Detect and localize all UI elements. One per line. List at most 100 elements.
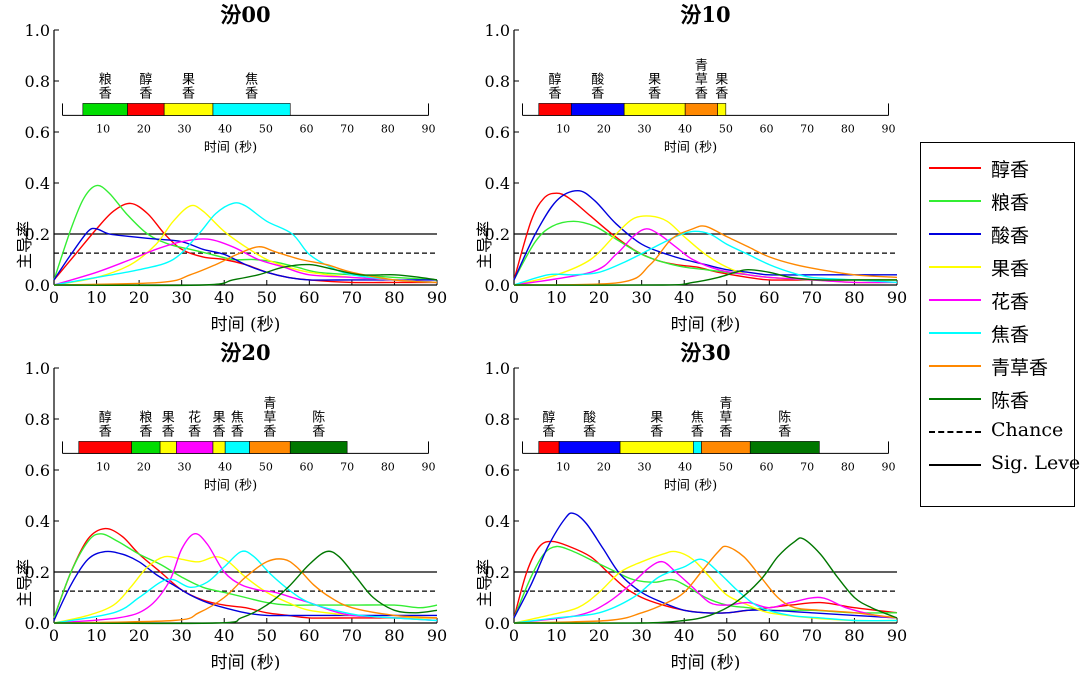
dominant-band (701, 441, 751, 454)
band-label: 果香 (213, 410, 226, 439)
x-tick-label: 30 (171, 288, 191, 307)
band-tick-label: 80 (841, 122, 855, 135)
y-tick-label: 0.2 (25, 563, 50, 582)
x-tick-label: 20 (589, 288, 609, 307)
x-tick-label: 70 (802, 288, 822, 307)
band-label: 青草香 (263, 396, 276, 439)
chart-title: 汾00 (220, 2, 270, 27)
x-tick-label: 10 (86, 288, 106, 307)
band-tick-label: 60 (299, 460, 313, 473)
dominant-band (538, 103, 572, 116)
band-tick-label: 40 (678, 460, 692, 473)
legend-label: 粮香 (991, 192, 1030, 214)
band-tick-label: 40 (218, 460, 232, 473)
series-line (513, 560, 898, 624)
y-tick-label: 1.0 (485, 359, 510, 378)
y-axis-label: 主导率 (15, 221, 34, 269)
legend-swatch (929, 464, 981, 466)
dominant-band (571, 103, 625, 116)
band-label: 粮香 (139, 410, 152, 439)
y-axis-label: 主导率 (475, 559, 494, 607)
band-label: 粮香 (99, 72, 112, 101)
legend-label: 果香 (991, 258, 1030, 280)
x-tick-label: 10 (546, 626, 566, 645)
dominant-band (82, 103, 128, 116)
band-axis-label: 时间 (秒) (664, 140, 717, 155)
y-tick-label: 1.0 (25, 359, 50, 378)
series-line (53, 550, 438, 624)
x-tick-label: 50 (717, 626, 737, 645)
band-tick-label: 50 (259, 122, 273, 135)
x-tick-label: 20 (129, 626, 149, 645)
dominant-band (212, 103, 291, 116)
band-label: 果香 (182, 72, 195, 101)
series-line (513, 512, 898, 619)
band-tick-label: 10 (96, 122, 110, 135)
band-label: 醇香 (99, 409, 112, 439)
legend-label: 醇香 (991, 159, 1030, 181)
x-tick-label: 70 (342, 626, 362, 645)
series-line (53, 246, 438, 286)
band-label: 青草香 (695, 58, 708, 101)
band-tick-label: 90 (421, 460, 435, 473)
series-line (53, 527, 437, 619)
x-tick-label: 90 (427, 626, 447, 645)
band-tick-label: 20 (597, 460, 611, 473)
legend-item: 粮香 (927, 186, 1072, 216)
legend-swatch (929, 266, 981, 268)
dominant-band (78, 441, 132, 454)
x-axis-label: 时间 (秒) (211, 315, 281, 335)
band-label: 焦香 (245, 72, 258, 101)
series-line (513, 225, 898, 286)
chart-panel: 汾30 0.0 0.2 0.4 0.6 0.8 1.0 0 10 20 30 40 50 60 70 80 90… (475, 340, 907, 673)
legend-swatch (929, 398, 981, 400)
legend-swatch (929, 332, 981, 334)
series-line (513, 537, 898, 624)
chart-panel: 汾00 0.0 0.2 0.4 0.6 0.8 1.0 0 10 20 30 40 50 60 70 80 90… (15, 2, 447, 335)
y-tick-label: 0.4 (485, 174, 510, 193)
y-tick-label: 0.2 (485, 225, 510, 244)
series-line (53, 550, 438, 625)
series-line (53, 204, 438, 286)
band-label: 酸香 (591, 72, 604, 101)
band-label: 果香 (715, 72, 728, 101)
band-axis-label: 时间 (秒) (204, 140, 257, 155)
series-line (513, 220, 898, 281)
y-tick-label: 1.0 (25, 21, 50, 40)
legend-swatch (929, 200, 981, 202)
band-tick-label: 30 (638, 460, 652, 473)
dominant-band (176, 441, 214, 454)
band-tick-label: 80 (841, 460, 855, 473)
band-label: 陈香 (312, 409, 325, 439)
x-tick-label: 40 (674, 626, 694, 645)
legend-item: 青草香 (927, 351, 1072, 381)
band-tick-label: 50 (259, 460, 273, 473)
x-tick-label: 70 (802, 626, 822, 645)
x-tick-label: 50 (257, 288, 277, 307)
band-label: 酸香 (583, 410, 596, 439)
x-tick-label: 20 (129, 288, 149, 307)
x-tick-label: 30 (631, 288, 651, 307)
series-line (513, 192, 898, 281)
band-tick-label: 60 (759, 460, 773, 473)
band-tick-label: 20 (597, 122, 611, 135)
x-tick-label: 0 (509, 288, 519, 307)
series-line (513, 545, 898, 619)
band-label: 果香 (162, 410, 175, 439)
y-tick-label: 0.4 (485, 512, 510, 531)
legend-swatch (929, 365, 981, 367)
x-tick-label: 20 (589, 626, 609, 645)
band-label: 果香 (648, 72, 661, 101)
band-tick-label: 50 (719, 122, 733, 135)
band-label: 醇香 (542, 409, 555, 439)
band-tick-label: 40 (678, 122, 692, 135)
band-tick-label: 10 (556, 460, 570, 473)
x-tick-label: 80 (384, 288, 404, 307)
band-label: 花香 (188, 409, 201, 439)
x-tick-label: 70 (342, 288, 362, 307)
band-tick-label: 30 (178, 460, 192, 473)
y-tick-label: 0.0 (25, 276, 50, 295)
band-tick-label: 90 (881, 122, 895, 135)
chart-title: 汾20 (220, 340, 270, 365)
chart-title: 汾30 (680, 340, 730, 365)
